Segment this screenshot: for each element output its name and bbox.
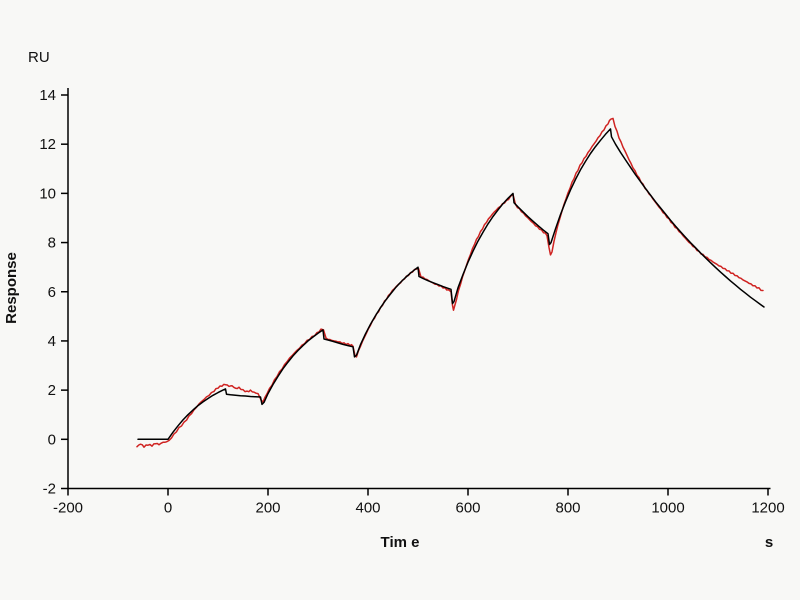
y-tick-label: -2 bbox=[43, 481, 56, 498]
x-tick-label: 600 bbox=[455, 500, 480, 517]
x-unit-label: s bbox=[765, 534, 773, 551]
y-axis-title: Response bbox=[3, 252, 20, 324]
series-line-fit bbox=[137, 128, 765, 441]
y-tick-label: 4 bbox=[48, 333, 56, 350]
y-tick-label: 6 bbox=[48, 284, 56, 301]
axis-lines bbox=[67, 88, 771, 490]
x-tick-label: 1200 bbox=[751, 500, 784, 517]
x-axis-title: Tim e bbox=[381, 534, 420, 551]
x-tick-label: -200 bbox=[53, 500, 83, 517]
y-tick-label: 8 bbox=[48, 235, 56, 252]
x-tick-label: 400 bbox=[355, 500, 380, 517]
x-tick-label: 800 bbox=[555, 500, 580, 517]
y-tick-label: 14 bbox=[39, 87, 56, 104]
y-tick-label: 12 bbox=[39, 136, 56, 153]
y-tick-label: 2 bbox=[48, 382, 56, 399]
series-line-experimental bbox=[136, 117, 764, 448]
y-unit-label: RU bbox=[28, 49, 50, 66]
x-tick-label: 1000 bbox=[651, 500, 684, 517]
x-tick-label: 0 bbox=[164, 500, 172, 517]
y-tick-label: 0 bbox=[48, 431, 56, 448]
x-tick-label: 200 bbox=[255, 500, 280, 517]
y-tick-label: 10 bbox=[39, 185, 56, 202]
plot-area: -200 0 200 400 600 800 1000 1200 -2 0 2 4 6 8 10 12 14 bbox=[39, 87, 784, 517]
